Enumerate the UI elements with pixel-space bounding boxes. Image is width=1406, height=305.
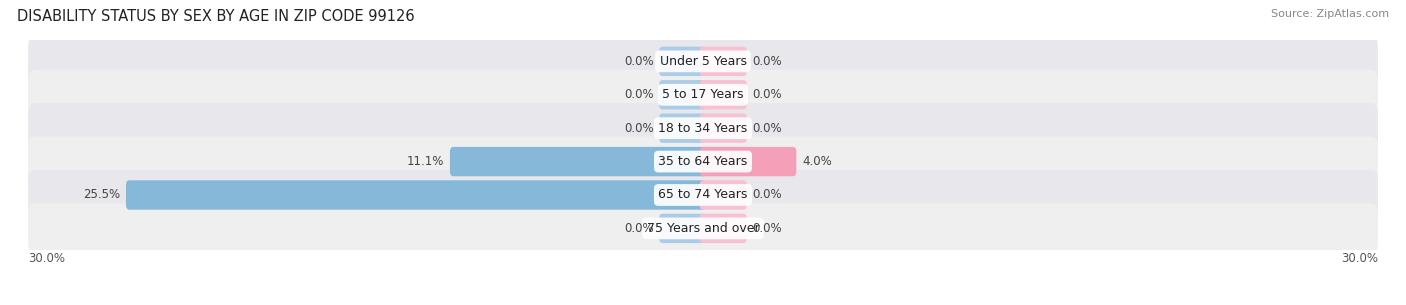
Text: 25.5%: 25.5%: [83, 188, 121, 202]
FancyBboxPatch shape: [700, 147, 796, 176]
FancyBboxPatch shape: [28, 203, 1378, 253]
Text: 0.0%: 0.0%: [624, 55, 654, 68]
Text: 0.0%: 0.0%: [752, 188, 782, 202]
FancyBboxPatch shape: [659, 113, 706, 143]
FancyBboxPatch shape: [700, 180, 747, 210]
FancyBboxPatch shape: [700, 47, 747, 76]
Text: Source: ZipAtlas.com: Source: ZipAtlas.com: [1271, 9, 1389, 19]
Text: 0.0%: 0.0%: [752, 222, 782, 235]
Text: 30.0%: 30.0%: [1341, 252, 1378, 265]
FancyBboxPatch shape: [659, 47, 706, 76]
Text: 65 to 74 Years: 65 to 74 Years: [658, 188, 748, 202]
Text: 35 to 64 Years: 35 to 64 Years: [658, 155, 748, 168]
FancyBboxPatch shape: [450, 147, 706, 176]
FancyBboxPatch shape: [700, 214, 747, 243]
FancyBboxPatch shape: [700, 113, 747, 143]
Text: 0.0%: 0.0%: [624, 88, 654, 101]
FancyBboxPatch shape: [28, 70, 1378, 120]
Text: 0.0%: 0.0%: [624, 222, 654, 235]
Text: 18 to 34 Years: 18 to 34 Years: [658, 122, 748, 135]
Text: 4.0%: 4.0%: [801, 155, 832, 168]
FancyBboxPatch shape: [659, 214, 706, 243]
FancyBboxPatch shape: [28, 36, 1378, 86]
FancyBboxPatch shape: [700, 80, 747, 109]
Text: 75 Years and over: 75 Years and over: [647, 222, 759, 235]
Text: 0.0%: 0.0%: [752, 122, 782, 135]
Text: 0.0%: 0.0%: [752, 88, 782, 101]
Text: 5 to 17 Years: 5 to 17 Years: [662, 88, 744, 101]
FancyBboxPatch shape: [127, 180, 706, 210]
FancyBboxPatch shape: [28, 170, 1378, 220]
FancyBboxPatch shape: [659, 80, 706, 109]
FancyBboxPatch shape: [28, 103, 1378, 153]
Text: 30.0%: 30.0%: [28, 252, 65, 265]
Text: DISABILITY STATUS BY SEX BY AGE IN ZIP CODE 99126: DISABILITY STATUS BY SEX BY AGE IN ZIP C…: [17, 9, 415, 24]
Text: Under 5 Years: Under 5 Years: [659, 55, 747, 68]
FancyBboxPatch shape: [28, 137, 1378, 187]
Text: 0.0%: 0.0%: [752, 55, 782, 68]
Text: 11.1%: 11.1%: [406, 155, 444, 168]
Text: 0.0%: 0.0%: [624, 122, 654, 135]
